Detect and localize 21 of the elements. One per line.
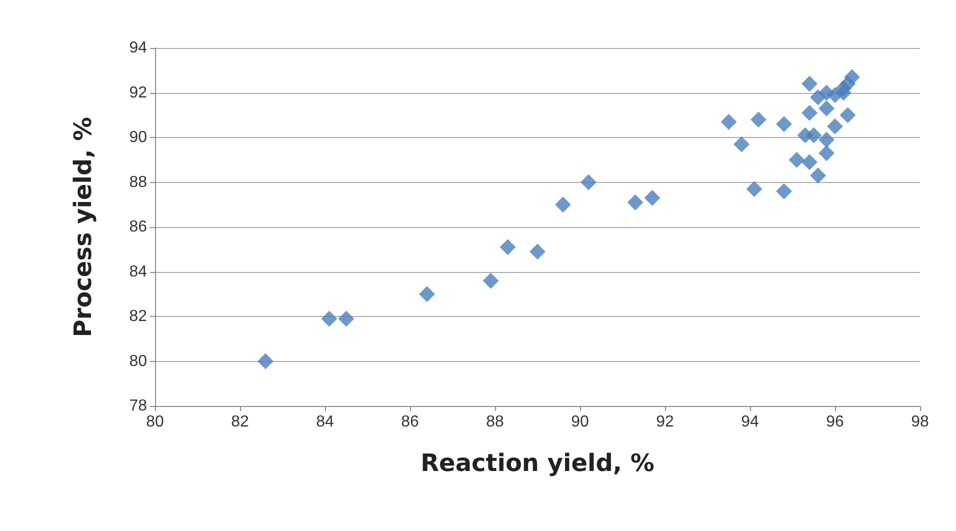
y-tick-label: 82 — [129, 308, 148, 325]
x-tick-label: 92 — [656, 414, 674, 430]
x-tick-label: 98 — [911, 414, 929, 430]
y-tick-label: 80 — [129, 352, 148, 370]
y-tick-label: 94 — [129, 40, 148, 56]
y-tick-label: 86 — [129, 218, 148, 236]
y-axis-title: Process yield, % — [69, 116, 97, 338]
x-tick-label: 94 — [741, 414, 759, 430]
x-tick-label: 84 — [316, 414, 334, 430]
y-tick-label: 78 — [129, 398, 148, 414]
y-tick-label: 90 — [129, 129, 148, 146]
x-tick-label: 82 — [231, 414, 249, 430]
x-tick-label: 88 — [486, 414, 504, 430]
y-tick-label: 84 — [129, 263, 148, 280]
y-tick-label: 92 — [129, 84, 148, 102]
x-tick-label: 96 — [826, 414, 844, 430]
x-tick-label: 80 — [146, 414, 164, 430]
x-axis-title: Reaction yield, % — [420, 449, 654, 477]
x-tick-label: 86 — [401, 414, 419, 430]
x-tick-label: 90 — [571, 414, 589, 430]
y-tick-label: 88 — [129, 174, 148, 191]
